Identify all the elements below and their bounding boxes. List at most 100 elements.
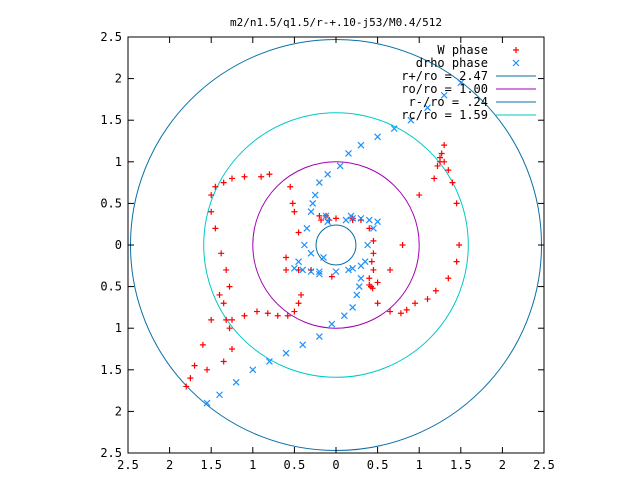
data-point (397, 310, 404, 317)
x-tick-label: 1.5 (200, 458, 222, 472)
data-point (407, 116, 415, 124)
data-point (345, 150, 352, 157)
data-point (199, 341, 206, 348)
data-point (431, 175, 438, 182)
data-point (440, 91, 448, 99)
data-point (220, 179, 227, 186)
data-point (412, 300, 419, 307)
data-point (282, 349, 290, 357)
data-point (453, 258, 460, 265)
data-point (403, 306, 410, 313)
data-point (434, 162, 441, 169)
circle-rc-ro (203, 112, 469, 378)
data-point (315, 333, 323, 340)
data-point (295, 300, 302, 307)
data-point (316, 212, 323, 219)
data-point (437, 154, 443, 161)
data-point (309, 199, 317, 207)
legend-label: drho phase (416, 56, 488, 70)
x-tick-label: 1.5 (450, 458, 472, 472)
data-point (445, 275, 452, 282)
data-point (445, 167, 452, 174)
data-point (456, 242, 463, 248)
axis-ticks: 2.5 2 1.5 1 0.5 0 0.5 1 1.5 2 2.52.521.510.500.511… (100, 30, 555, 472)
legend-label: W phase (437, 43, 488, 57)
x-tick-label: 1 (416, 458, 423, 472)
data-point (322, 212, 330, 220)
data-point (204, 366, 211, 373)
x-tick-label: 2 (166, 458, 173, 472)
data-point (307, 208, 315, 216)
data-point (291, 208, 298, 215)
data-point (349, 264, 357, 272)
x-tick-label: 2.5 (117, 458, 139, 472)
data-point (289, 200, 296, 207)
data-point (300, 241, 308, 249)
legend-label: r-/ro = .24 (409, 95, 488, 109)
data-point (342, 216, 350, 224)
data-point (365, 216, 373, 224)
data-series (183, 79, 465, 407)
data-point (208, 192, 215, 199)
y-tick-label: 2 (115, 72, 122, 86)
data-point (399, 242, 406, 248)
data-point (438, 150, 445, 157)
data-point (366, 275, 373, 282)
y-tick-label: 0.5 (100, 196, 122, 210)
data-point (208, 316, 215, 323)
data-point (258, 173, 265, 180)
data-point (307, 268, 315, 276)
data-point (303, 224, 311, 232)
data-point (232, 378, 240, 386)
data-point (298, 291, 305, 298)
data-point (441, 142, 448, 149)
data-point (357, 141, 365, 149)
data-point (324, 170, 332, 178)
data-point (449, 179, 456, 186)
data-point (203, 399, 211, 407)
y-tick-label: 2 (115, 404, 122, 418)
data-point (191, 362, 198, 369)
data-point (226, 325, 233, 332)
y-tick-label: 2.5 (100, 30, 122, 44)
data-point (366, 225, 373, 232)
data-point (266, 358, 273, 365)
data-point (424, 104, 431, 112)
data-point (332, 268, 340, 276)
data-point (387, 266, 394, 273)
x-tick-label: 0.5 (367, 458, 389, 472)
data-point (220, 358, 227, 365)
data-point (315, 179, 323, 187)
data-point (370, 224, 377, 232)
y-tick-label: 0 (115, 238, 122, 252)
data-point (357, 214, 365, 222)
data-point (283, 254, 290, 261)
data-point (187, 375, 194, 382)
data-point (368, 258, 375, 265)
data-point (345, 266, 352, 274)
data-point (284, 312, 291, 319)
data-point (295, 258, 302, 266)
data-point (212, 183, 219, 190)
data-point (324, 218, 332, 226)
data-point (364, 241, 372, 249)
data-point (441, 158, 448, 165)
data-point (183, 383, 190, 390)
data-point (349, 303, 357, 311)
data-point (216, 391, 223, 399)
data-point (370, 266, 377, 273)
data-point (370, 250, 377, 257)
data-point (216, 291, 223, 298)
data-point (355, 283, 363, 291)
data-point (253, 308, 260, 315)
x-tick-label: 0.5 (284, 458, 306, 472)
data-point (315, 268, 323, 276)
data-point (315, 270, 323, 278)
x-tick-label: 2 (499, 458, 506, 472)
y-tick-label: 0.5 (100, 280, 122, 294)
circle-ro-ro (252, 161, 420, 329)
data-point (424, 296, 431, 303)
data-point (283, 266, 290, 273)
